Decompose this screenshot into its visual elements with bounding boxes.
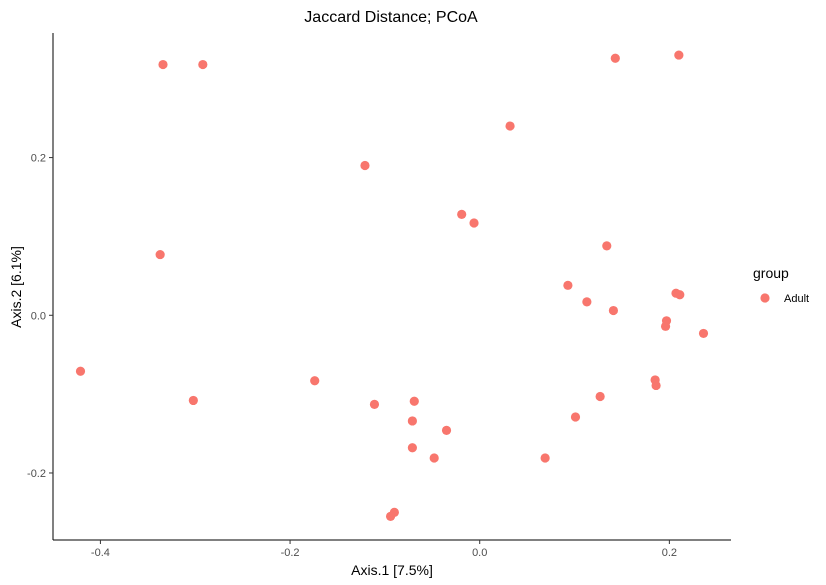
data-point [675,290,685,300]
data-point [369,399,380,409]
y-axis-ticks: -0.2 0.0 0.2 [27,153,53,480]
x-tick-label: -0.2 [281,547,300,559]
legend-title: group [753,265,789,281]
data-point [429,453,439,463]
data-point [608,305,619,316]
data-point [595,391,605,402]
legend-key-adult [760,293,770,303]
data-point [407,443,417,453]
chart-title: Jaccard Distance; PCoA [304,9,478,26]
legend-label-adult: Adult [784,293,809,305]
data-point [602,241,612,251]
data-point [674,50,684,60]
y-tick-label: -0.2 [27,468,46,480]
data-point [505,121,515,131]
data-point [540,453,550,463]
data-point [409,396,419,406]
data-point [582,297,592,307]
data-point [407,416,417,426]
data-point [158,59,168,70]
y-tick-label: 0.0 [31,310,46,322]
data-point [610,53,620,63]
data-points [75,50,709,521]
data-point [469,218,479,228]
data-point [155,249,165,260]
data-point [198,59,208,70]
data-point [661,316,672,326]
x-tick-label: 0.2 [662,547,677,559]
y-tick-label: 0.2 [31,153,46,165]
plot-area: -0.4 -0.2 0.0 0.2 -0.2 0.0 0.2 [27,33,731,559]
x-axis-title: Axis.1 [7.5%] [351,562,433,578]
data-point [651,380,661,391]
x-tick-label: 0.0 [472,547,487,559]
data-point [389,507,399,518]
data-point [563,280,573,290]
data-point [698,328,709,339]
data-point [75,366,86,376]
data-point [310,376,320,386]
x-axis-ticks: -0.4 -0.2 0.0 0.2 [91,540,677,559]
y-axis-title: Axis.2 [6.1%] [8,246,24,328]
data-point [457,209,467,219]
data-point [441,425,452,435]
legend: group Adult [753,265,809,305]
data-point [360,160,370,171]
x-tick-label: -0.4 [91,547,110,559]
data-point [570,412,581,422]
data-point [188,395,198,406]
